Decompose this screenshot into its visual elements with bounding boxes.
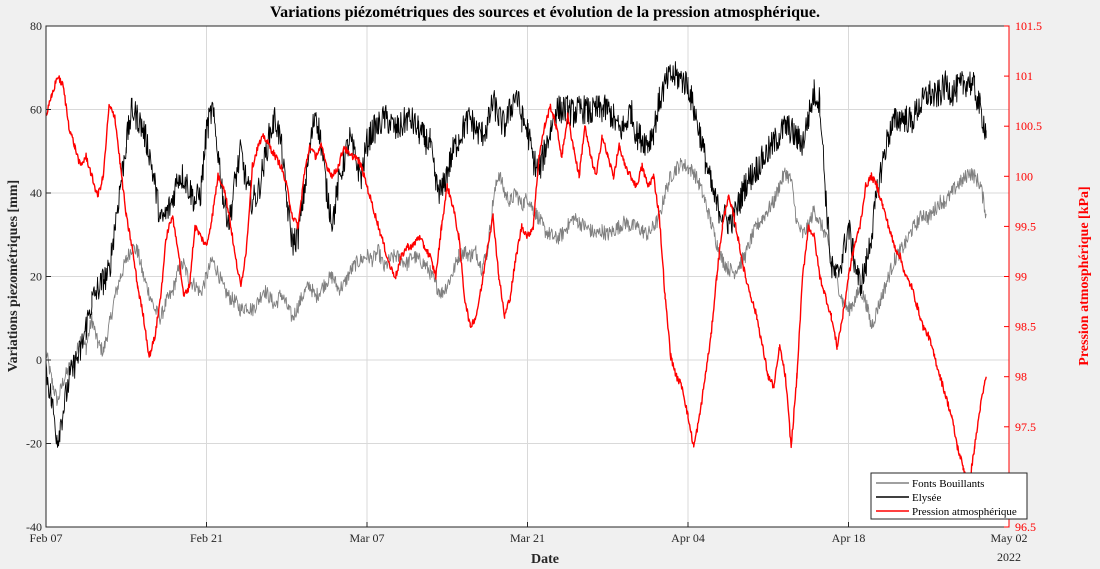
series-line-elysee <box>45 61 987 448</box>
y-tick-label-left: -40 <box>26 520 42 534</box>
x-axis-title: Date <box>531 552 559 567</box>
chart-title: Variations piézométriques des sources et… <box>270 4 820 21</box>
x-year-label: 2022 <box>997 550 1021 564</box>
y-axis-title-left: Variations piezométriques [mm] <box>6 180 21 372</box>
y-tick-label-left: 0 <box>36 353 42 367</box>
y-tick-label-right: 98 <box>1015 370 1027 384</box>
legend: Fonts Bouillants Elysée Pression atmosphér… <box>870 472 1028 520</box>
y-tick-label-right: 100 <box>1015 169 1033 183</box>
x-tick-label: May 02 <box>991 531 1028 545</box>
x-tick-label: Mar 21 <box>510 531 545 545</box>
y-tick-label-right: 101 <box>1015 69 1033 83</box>
series-line-pression-atmospherique <box>45 75 987 485</box>
x-tick-label: Apr 18 <box>832 531 866 545</box>
y-tick-label-left: -20 <box>26 437 42 451</box>
x-tick-label: Apr 04 <box>671 531 705 545</box>
legend-entry: Pression atmosphérique <box>912 506 1017 518</box>
y-tick-label-left: 40 <box>30 186 42 200</box>
y-tick-label-right: 98.5 <box>1015 320 1036 334</box>
y-tick-label-left: 20 <box>30 270 42 284</box>
y-tick-label-right: 99.5 <box>1015 219 1036 233</box>
y-tick-label-left: 60 <box>30 103 42 117</box>
series-layer <box>45 61 987 485</box>
y-tick-label-right: 99 <box>1015 270 1027 284</box>
y-axis-left: -40 -20 0 20 40 60 80 <box>26 19 51 534</box>
legend-entry: Elysée <box>912 492 941 504</box>
x-tick-label: Feb 07 <box>30 531 63 545</box>
y-tick-label-right: 101.5 <box>1015 19 1042 33</box>
x-tick-label: Feb 21 <box>190 531 223 545</box>
y-tick-label-right: 100.5 <box>1015 119 1042 133</box>
x-axis: Feb 07 Feb 21 Mar 07 Mar 21 Apr 04 Apr 18 May … <box>30 522 1028 545</box>
y-tick-label-right: 97.5 <box>1015 420 1036 434</box>
legend-entry: Fonts Bouillants <box>912 478 984 490</box>
y-axis-title-right: Pression atmosphérique [kPa] <box>1077 186 1092 365</box>
y-tick-label-left: 80 <box>30 19 42 33</box>
x-tick-label: Mar 07 <box>350 531 385 545</box>
y-tick-label-right: 96.5 <box>1015 520 1036 534</box>
